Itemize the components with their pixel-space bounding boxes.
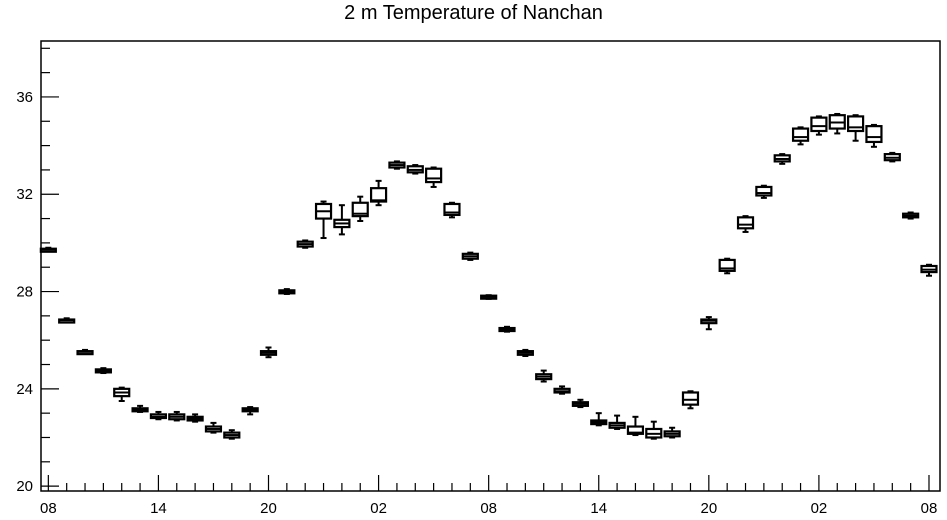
box-item — [663, 426, 681, 439]
x-axis: 08 14 20 02 08 14 20 02 08 — [40, 475, 937, 517]
box-body — [443, 202, 461, 217]
box-item — [223, 429, 241, 440]
box-item — [608, 414, 626, 430]
box-item — [590, 412, 608, 427]
box-item — [39, 246, 57, 253]
box-item — [76, 348, 94, 356]
box-item — [902, 211, 920, 220]
x-tick-label: 20 — [260, 500, 277, 517]
box-body — [791, 127, 810, 142]
box-item — [406, 164, 424, 175]
box-item — [920, 263, 938, 277]
x-tick-label: 14 — [150, 500, 167, 517]
box-body — [847, 115, 865, 133]
box-item — [755, 184, 773, 199]
box-item — [278, 288, 296, 295]
box-item — [113, 386, 131, 402]
y-tick-label: 20 — [16, 478, 33, 495]
box-item — [535, 369, 553, 383]
box-body — [865, 125, 883, 144]
box-item — [516, 348, 534, 357]
box-item — [296, 239, 314, 249]
box-item — [700, 316, 718, 331]
box-item — [847, 114, 865, 142]
box-item — [351, 195, 369, 222]
box-item — [259, 346, 278, 359]
box-item — [204, 421, 223, 434]
box-body — [736, 216, 755, 230]
box-item — [718, 257, 736, 275]
box-body — [369, 187, 388, 203]
box-item — [131, 404, 149, 413]
y-axis: 20 24 28 32 36 — [16, 47, 59, 495]
plot-frame — [40, 40, 941, 492]
box-item — [865, 123, 883, 148]
y-tick-label: 24 — [16, 381, 33, 398]
box-item — [626, 415, 645, 437]
box-series — [39, 112, 938, 440]
box-body — [425, 167, 443, 184]
x-tick-label: 08 — [40, 500, 57, 517]
box-item — [553, 385, 571, 395]
y-tick-label: 32 — [16, 186, 33, 203]
box-item — [498, 325, 516, 333]
box-body — [718, 258, 736, 272]
x-tick-label: 20 — [700, 500, 717, 517]
box-item — [369, 179, 388, 207]
box-item — [94, 367, 112, 375]
x-tick-label: 08 — [480, 500, 497, 517]
box-body — [755, 185, 773, 197]
box-item — [828, 112, 846, 135]
box-item — [791, 126, 810, 146]
x-tick-label: 02 — [370, 500, 387, 517]
box-item — [773, 153, 791, 165]
box-item — [149, 410, 168, 421]
x-tick-label: 02 — [811, 500, 828, 517]
box-item — [241, 406, 259, 416]
box-body — [626, 425, 645, 435]
box-item — [736, 215, 755, 233]
box-body — [810, 116, 828, 133]
y-tick-label: 28 — [16, 284, 33, 301]
box-item — [314, 200, 333, 240]
chart-title: 2 m Temperature of Nanchan — [344, 2, 603, 24]
box-item — [480, 294, 498, 300]
x-tick-label: 08 — [921, 500, 938, 517]
box-item — [388, 160, 406, 170]
box-item — [645, 420, 663, 440]
x-tick-label: 14 — [590, 500, 607, 517]
box-item — [443, 201, 461, 219]
box-item — [571, 398, 590, 409]
box-item — [333, 204, 351, 236]
box-item — [810, 115, 828, 136]
box-body — [681, 391, 700, 406]
box-item — [58, 317, 76, 324]
box-item — [425, 166, 443, 188]
y-tick-label: 36 — [16, 89, 33, 106]
box-item — [681, 390, 700, 410]
box-item — [186, 413, 204, 423]
box-item — [168, 410, 186, 422]
box-item — [883, 151, 901, 163]
box-item — [461, 251, 479, 261]
